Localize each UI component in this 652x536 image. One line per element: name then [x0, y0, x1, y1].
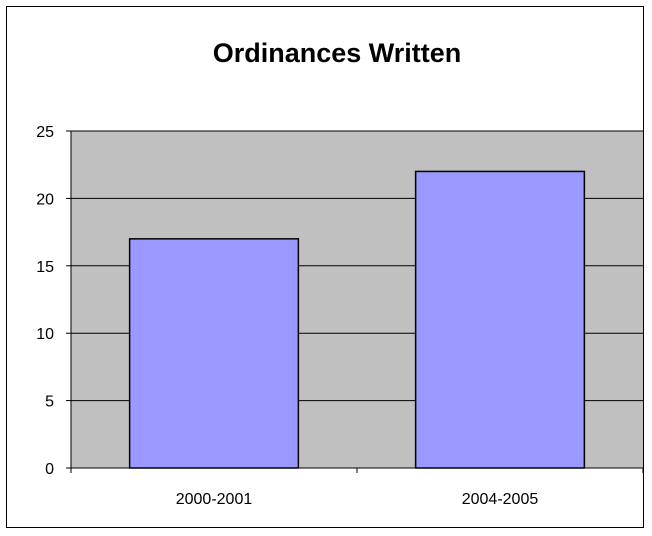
bar	[128, 238, 300, 469]
y-axis-ticks: 0 5 10 15 20 25	[36, 124, 71, 478]
x-axis-ticks: 2000-2001 2004-2005	[70, 468, 644, 508]
y-tick-label: 0	[45, 461, 54, 478]
bars	[128, 170, 586, 469]
x-tick-label: 2004-2005	[462, 491, 539, 508]
x-tick-label: 2000-2001	[176, 491, 253, 508]
y-tick-label: 5	[45, 394, 54, 411]
y-tick-label: 10	[36, 326, 54, 343]
y-tick-label: 15	[36, 259, 54, 276]
bar	[414, 170, 586, 469]
y-tick-label: 25	[36, 124, 54, 141]
chart-title: Ordinances Written	[213, 38, 462, 68]
y-tick-label: 20	[36, 191, 54, 208]
